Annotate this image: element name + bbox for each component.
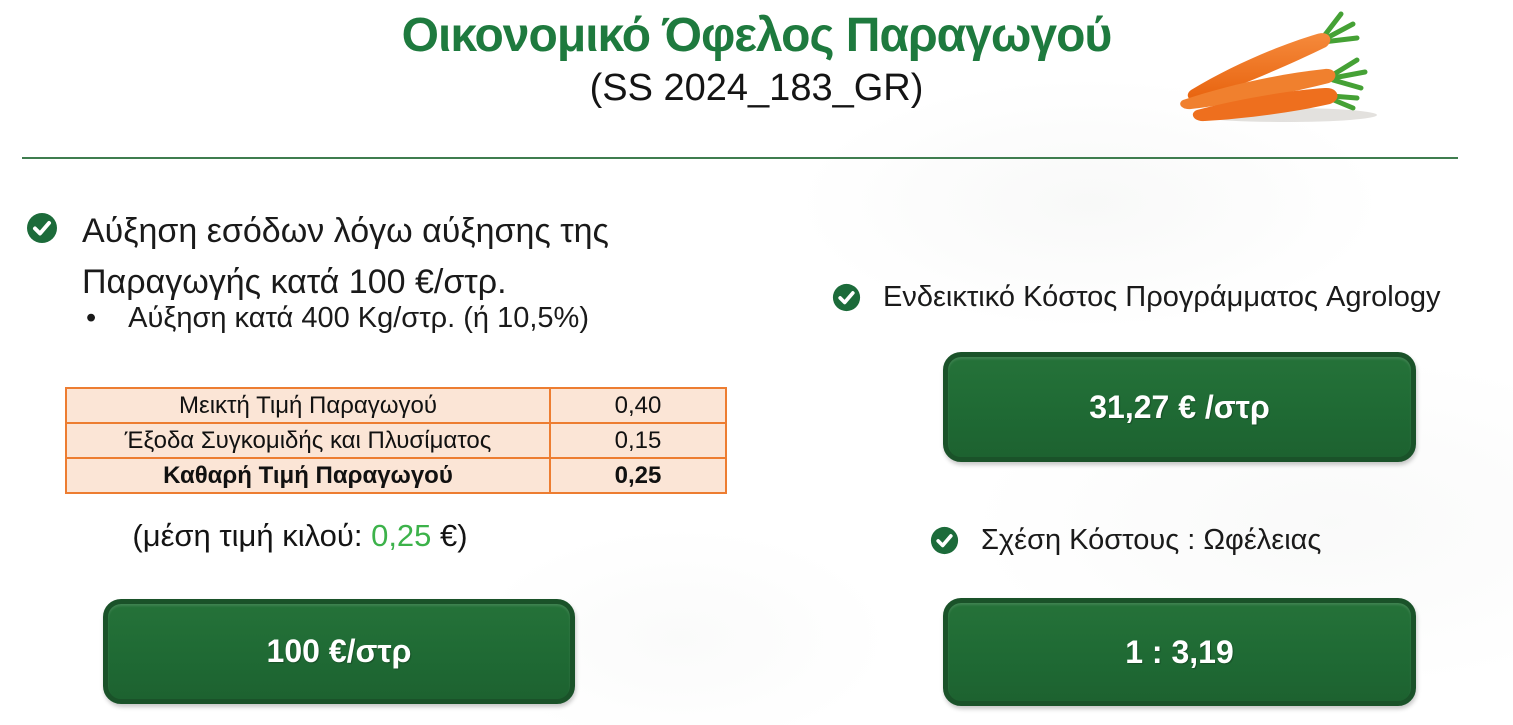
average-price-suffix: €) [431,518,468,553]
table-cell-value: 0,15 [549,422,727,459]
revenue-increase-line2: Παραγωγής κατά 100 €/στρ. [82,263,507,301]
revenue-increase-bullet: Αύξηση εσόδων λόγω αύξησης της Παραγωγής… [26,212,609,308]
program-cost-box: 31,27 € /στρ [943,352,1416,462]
average-price-note: (μέση τιμή κιλού: 0,25 €) [60,518,540,554]
table-cell-value: 0,40 [549,387,727,424]
page-subtitle: (SS 2024_183_GR) [589,66,924,109]
check-icon [832,283,861,312]
revenue-increase-line1: Αύξηση εσόδων λόγω αύξησης της [82,212,609,250]
program-cost-bullet: Ενδεικτικό Κόστος Προγράμματος Agrology [832,281,1441,314]
table-cell-label: Καθαρή Τιμή Παραγωγού [65,457,551,494]
table-row-net-price: Καθαρή Τιμή Παραγωγού 0,25 [65,457,727,494]
average-price-value: 0,25 [371,518,432,553]
table-row-harvest-costs: Έξοδα Συγκομιδής και Πλυσίματος 0,15 [65,422,727,459]
average-price-prefix: (μέση τιμή κιλού: [132,518,372,553]
divider-line [22,157,1458,159]
price-table: Μεικτή Τιμή Παραγωγού 0,40 Έξοδα Συγκομι… [65,387,727,494]
check-icon [930,526,959,555]
yield-increase-subbullet: • Αύξηση κατά 400 Kg/στρ. (ή 10,5%) [86,302,589,335]
table-cell-value: 0,25 [549,457,727,494]
table-cell-label: Έξοδα Συγκομιδής και Πλυσίματος [65,422,551,459]
program-cost-text: Ενδεικτικό Κόστος Προγράμματος Agrology [883,281,1441,313]
table-row-gross-price: Μεικτή Τιμή Παραγωγού 0,40 [65,387,727,424]
carrot-back [1187,33,1331,101]
cost-benefit-ratio-bullet: Σχέση Κόστους : Ωφέλειας [930,524,1321,557]
check-icon [27,213,57,243]
yield-increase-text: Αύξηση κατά 400 Kg/στρ. (ή 10,5%) [128,302,589,334]
revenue-increase-text: Αύξηση εσόδων λόγω αύξησης της Παραγωγής… [82,206,609,308]
header: Οικονομικό Όφελος Παραγωγού (SS 2024_183… [0,9,1513,110]
cost-benefit-ratio-box: 1 : 3,19 [943,598,1416,706]
bullet-dot: • [86,302,97,334]
page-title: Οικονομικό Όφελος Παραγωγού [401,9,1113,62]
table-cell-label: Μεικτή Τιμή Παραγωγού [65,387,551,424]
revenue-benefit-box: 100 €/στρ [103,599,575,704]
cost-benefit-ratio-text: Σχέση Κόστους : Ωφέλειας [981,524,1322,556]
carrots-image [1180,11,1377,122]
carrot-middle [1180,68,1336,110]
carrot-front [1192,87,1338,122]
